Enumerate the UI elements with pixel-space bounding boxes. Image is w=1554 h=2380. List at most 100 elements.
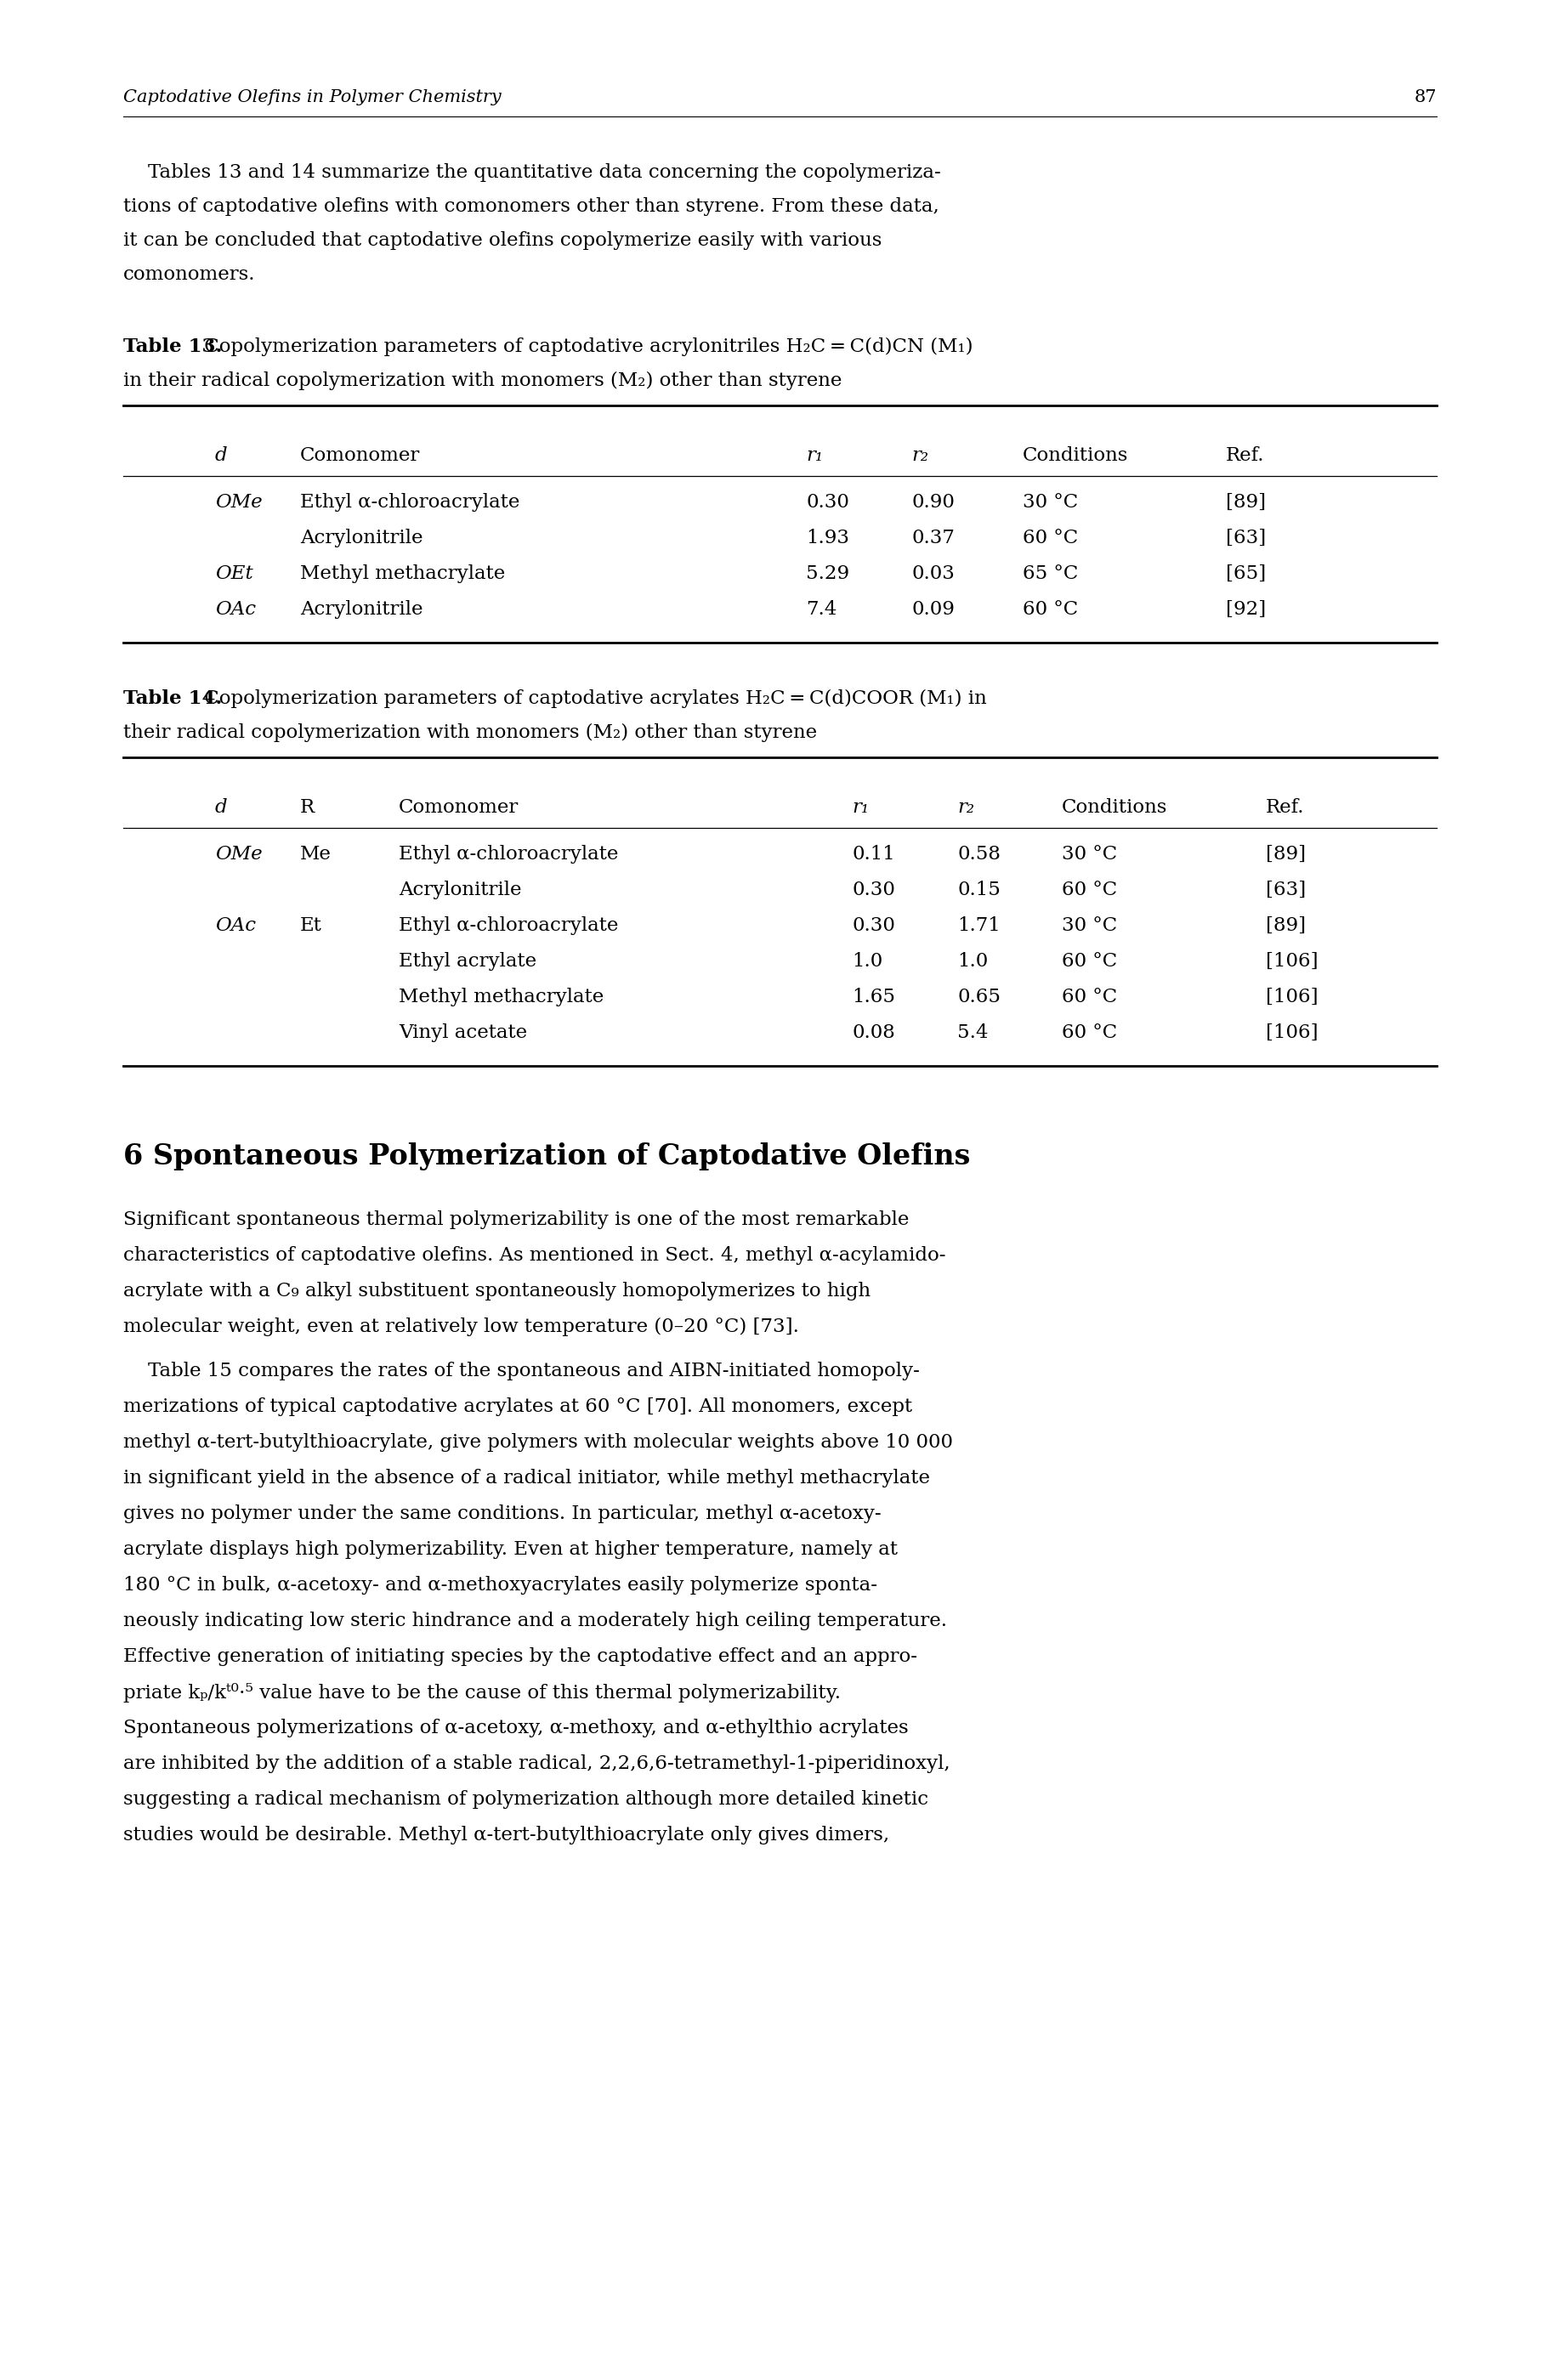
Text: Comonomer: Comonomer [300, 447, 420, 464]
Text: Ref.: Ref. [1226, 447, 1265, 464]
Text: Conditions: Conditions [1061, 797, 1167, 816]
Text: 5.29: 5.29 [807, 564, 850, 583]
Text: neously indicating low steric hindrance and a moderately high ceiling temperatur: neously indicating low steric hindrance … [123, 1611, 946, 1630]
Text: 1.65: 1.65 [852, 988, 895, 1007]
Text: 0.09: 0.09 [911, 600, 954, 619]
Text: 5.4: 5.4 [957, 1023, 988, 1042]
Text: 1.71: 1.71 [957, 916, 1001, 935]
Text: 60 °C: 60 °C [1023, 600, 1078, 619]
Text: molecular weight, even at relatively low temperature (0–20 °C) [73].: molecular weight, even at relatively low… [123, 1319, 799, 1335]
Text: in their radical copolymerization with monomers (M₂) other than styrene: in their radical copolymerization with m… [123, 371, 842, 390]
Text: OAc: OAc [214, 916, 256, 935]
Text: priate kₚ/kᵗ⁰⋅⁵ value have to be the cause of this thermal polymerizability.: priate kₚ/kᵗ⁰⋅⁵ value have to be the cau… [123, 1683, 841, 1702]
Text: methyl α-tert-butylthioacrylate, give polymers with molecular weights above 10 0: methyl α-tert-butylthioacrylate, give po… [123, 1433, 953, 1452]
Text: 65 °C: 65 °C [1023, 564, 1078, 583]
Text: in significant yield in the absence of a radical initiator, while methyl methacr: in significant yield in the absence of a… [123, 1468, 929, 1488]
Text: 0.30: 0.30 [852, 881, 895, 900]
Text: [63]: [63] [1267, 881, 1305, 900]
Text: 1.0: 1.0 [957, 952, 988, 971]
Text: d: d [214, 797, 227, 816]
Text: 60 °C: 60 °C [1023, 528, 1078, 547]
Text: Spontaneous polymerizations of α-acetoxy, α-methoxy, and α-ethylthio acrylates: Spontaneous polymerizations of α-acetoxy… [123, 1718, 909, 1737]
Text: OEt: OEt [214, 564, 253, 583]
Text: Significant spontaneous thermal polymerizability is one of the most remarkable: Significant spontaneous thermal polymeri… [123, 1211, 909, 1228]
Text: Copolymerization parameters of captodative acrylonitriles H₂C = C(d)CN (M₁): Copolymerization parameters of captodati… [199, 338, 973, 357]
Text: 1.93: 1.93 [807, 528, 848, 547]
Text: 180 °C in bulk, α-acetoxy- and α-methoxyacrylates easily polymerize sponta-: 180 °C in bulk, α-acetoxy- and α-methoxy… [123, 1576, 878, 1595]
Text: 60 °C: 60 °C [1061, 881, 1117, 900]
Text: 0.15: 0.15 [957, 881, 1001, 900]
Text: Acrylonitrile: Acrylonitrile [399, 881, 522, 900]
Text: Ethyl acrylate: Ethyl acrylate [399, 952, 536, 971]
Text: 0.65: 0.65 [957, 988, 1001, 1007]
Text: characteristics of captodative olefins. As mentioned in Sect. 4, methyl α-acylam: characteristics of captodative olefins. … [123, 1247, 946, 1264]
Text: r₁: r₁ [852, 797, 869, 816]
Text: [106]: [106] [1267, 952, 1318, 971]
Text: Tables 13 and 14 summarize the quantitative data concerning the copolymeriza-: Tables 13 and 14 summarize the quantitat… [123, 164, 940, 181]
Text: 0.08: 0.08 [852, 1023, 895, 1042]
Text: Copolymerization parameters of captodative acrylates H₂C = C(d)COOR (M₁) in: Copolymerization parameters of captodati… [199, 690, 987, 709]
Text: merizations of typical captodative acrylates at 60 °C [70]. All monomers, except: merizations of typical captodative acryl… [123, 1397, 912, 1416]
Text: acrylate with a C₉ alkyl substituent spontaneously homopolymerizes to high: acrylate with a C₉ alkyl substituent spo… [123, 1283, 870, 1299]
Text: Table 13.: Table 13. [123, 338, 222, 357]
Text: 30 °C: 30 °C [1023, 493, 1078, 512]
Text: 0.03: 0.03 [911, 564, 954, 583]
Text: Acrylonitrile: Acrylonitrile [300, 528, 423, 547]
Text: Me: Me [300, 845, 331, 864]
Text: tions of captodative olefins with comonomers other than styrene. From these data: tions of captodative olefins with comono… [123, 198, 939, 217]
Text: Ethyl α-chloroacrylate: Ethyl α-chloroacrylate [399, 916, 618, 935]
Text: comonomers.: comonomers. [123, 264, 255, 283]
Text: 87: 87 [1414, 88, 1437, 105]
Text: 0.37: 0.37 [911, 528, 954, 547]
Text: r₂: r₂ [957, 797, 974, 816]
Text: gives no polymer under the same conditions. In particular, methyl α-acetoxy-: gives no polymer under the same conditio… [123, 1504, 881, 1523]
Text: d: d [214, 447, 227, 464]
Text: OMe: OMe [214, 493, 263, 512]
Text: 60 °C: 60 °C [1061, 952, 1117, 971]
Text: Vinyl acetate: Vinyl acetate [399, 1023, 527, 1042]
Text: Et: Et [300, 916, 322, 935]
Text: studies would be desirable. Methyl α-tert-butylthioacrylate only gives dimers,: studies would be desirable. Methyl α-ter… [123, 1825, 889, 1844]
Text: OMe: OMe [214, 845, 263, 864]
Text: Ethyl α-chloroacrylate: Ethyl α-chloroacrylate [399, 845, 618, 864]
Text: [65]: [65] [1226, 564, 1267, 583]
Text: [106]: [106] [1267, 988, 1318, 1007]
Text: 0.11: 0.11 [852, 845, 895, 864]
Text: Effective generation of initiating species by the captodative effect and an appr: Effective generation of initiating speci… [123, 1647, 917, 1666]
Text: Table 15 compares the rates of the spontaneous and AIBN-initiated homopoly-: Table 15 compares the rates of the spont… [123, 1361, 920, 1380]
Text: 6 Spontaneous Polymerization of Captodative Olefins: 6 Spontaneous Polymerization of Captodat… [123, 1142, 970, 1171]
Text: 60 °C: 60 °C [1061, 1023, 1117, 1042]
Text: acrylate displays high polymerizability. Even at higher temperature, namely at: acrylate displays high polymerizability.… [123, 1540, 898, 1559]
Text: r₂: r₂ [911, 447, 928, 464]
Text: r₁: r₁ [807, 447, 824, 464]
Text: Ref.: Ref. [1267, 797, 1304, 816]
Text: [89]: [89] [1267, 845, 1305, 864]
Text: 0.30: 0.30 [807, 493, 848, 512]
Text: [92]: [92] [1226, 600, 1267, 619]
Text: 30 °C: 30 °C [1061, 916, 1117, 935]
Text: [63]: [63] [1226, 528, 1267, 547]
Text: [89]: [89] [1267, 916, 1305, 935]
Text: Acrylonitrile: Acrylonitrile [300, 600, 423, 619]
Text: 0.58: 0.58 [957, 845, 1001, 864]
Text: 0.30: 0.30 [852, 916, 895, 935]
Text: Captodative Olefins in Polymer Chemistry: Captodative Olefins in Polymer Chemistry [123, 88, 502, 105]
Text: Comonomer: Comonomer [399, 797, 519, 816]
Text: Table 14.: Table 14. [123, 690, 222, 707]
Text: 30 °C: 30 °C [1061, 845, 1117, 864]
Text: Methyl methacrylate: Methyl methacrylate [399, 988, 605, 1007]
Text: suggesting a radical mechanism of polymerization although more detailed kinetic: suggesting a radical mechanism of polyme… [123, 1790, 928, 1809]
Text: it can be concluded that captodative olefins copolymerize easily with various: it can be concluded that captodative ole… [123, 231, 881, 250]
Text: are inhibited by the addition of a stable radical, 2,2,6,6-tetramethyl-1-piperid: are inhibited by the addition of a stabl… [123, 1754, 949, 1773]
Text: OAc: OAc [214, 600, 256, 619]
Text: Conditions: Conditions [1023, 447, 1128, 464]
Text: 7.4: 7.4 [807, 600, 836, 619]
Text: Ethyl α-chloroacrylate: Ethyl α-chloroacrylate [300, 493, 519, 512]
Text: [89]: [89] [1226, 493, 1267, 512]
Text: 1.0: 1.0 [852, 952, 883, 971]
Text: [106]: [106] [1267, 1023, 1318, 1042]
Text: R: R [300, 797, 314, 816]
Text: 60 °C: 60 °C [1061, 988, 1117, 1007]
Text: 0.90: 0.90 [911, 493, 954, 512]
Text: their radical copolymerization with monomers (M₂) other than styrene: their radical copolymerization with mono… [123, 724, 817, 743]
